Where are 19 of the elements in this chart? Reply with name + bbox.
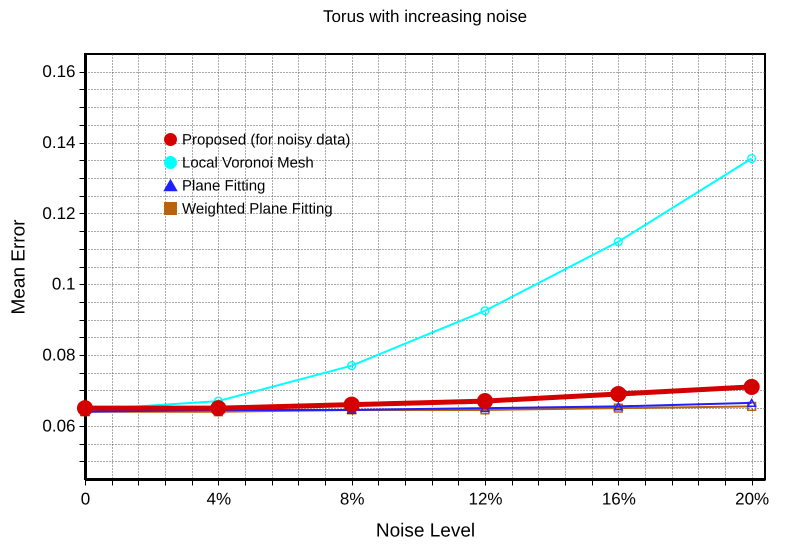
x-axis-title: Noise Level: [376, 520, 476, 542]
y-tick-label: 0.08: [42, 346, 76, 365]
y-axis-title: Mean Error: [8, 218, 30, 315]
legend-label: Proposed (for noisy data): [182, 132, 350, 148]
x-tick-label: 12%: [468, 490, 503, 508]
chart-title: Torus with increasing noise: [322, 7, 528, 26]
x-tick-label: 4%: [206, 490, 232, 508]
y-tick-label: 0.14: [42, 133, 76, 152]
x-tick-label: 16%: [602, 490, 636, 508]
legend-label: Plane Fitting: [182, 178, 266, 194]
y-tick-label: 0.12: [42, 204, 76, 223]
x-tick-label: 0: [80, 490, 90, 508]
y-tick-label: 0.1: [52, 274, 76, 294]
y-tick-label: 0.06: [42, 416, 76, 436]
y-tick-label: 0.16: [42, 62, 76, 82]
x-tick-label: 8%: [340, 490, 364, 508]
x-tick-label: 20%: [735, 490, 770, 508]
legend-label: Weighted Plane Fitting: [182, 200, 333, 218]
legend-label: Local Voronoi Mesh: [182, 154, 314, 172]
